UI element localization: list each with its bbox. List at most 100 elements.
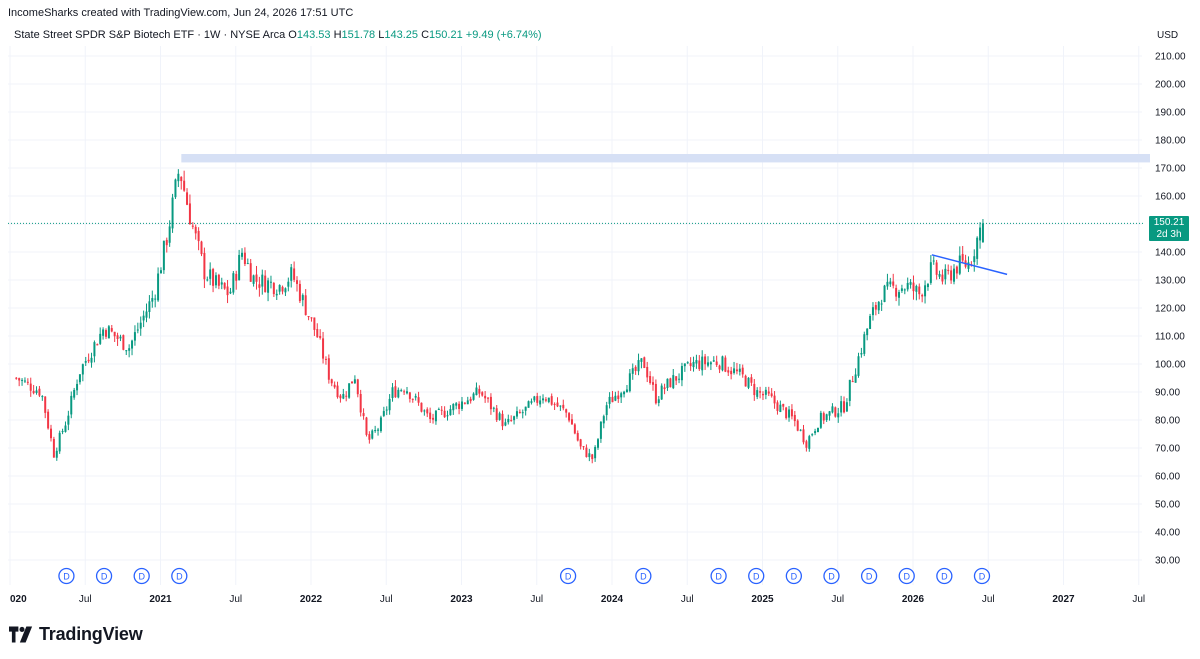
candle — [26, 378, 29, 386]
candle-body — [333, 384, 336, 388]
candle-body — [918, 286, 921, 295]
candle — [122, 334, 125, 351]
candle — [981, 219, 984, 243]
candle — [241, 248, 244, 260]
candle — [296, 276, 299, 292]
candle-body — [267, 280, 270, 293]
candle — [452, 403, 455, 415]
candle — [701, 350, 704, 376]
dividend-circle — [898, 567, 915, 585]
candle — [741, 364, 744, 378]
candle — [50, 424, 53, 442]
dividend-label: D — [903, 572, 910, 582]
candle — [556, 397, 559, 408]
candles-layer — [15, 169, 984, 464]
candle-body — [327, 358, 330, 380]
candle — [918, 283, 921, 300]
candle-body — [652, 382, 655, 385]
candle-body — [617, 395, 620, 399]
dividend-label: D — [715, 572, 722, 582]
candle-body — [113, 331, 116, 337]
candle-body — [579, 439, 582, 447]
candle-body — [298, 283, 301, 302]
candle — [672, 369, 675, 390]
candle-body — [759, 391, 762, 393]
tradingview-logo[interactable]: TradingView — [9, 624, 143, 645]
candle — [489, 393, 492, 415]
bar-countdown: 2d 3h — [1156, 229, 1182, 240]
candle — [588, 448, 591, 462]
currency-label[interactable]: USD — [1157, 30, 1179, 41]
symbol-name[interactable]: State Street SPDR S&P Biotech ETF · 1W ·… — [14, 29, 286, 41]
candle — [877, 300, 880, 315]
candle — [443, 406, 446, 418]
time-axis[interactable]: 020 Jul 2021 Jul 2022 Jul 2023 Jul 2024 Jul 2025 Ju… — [10, 594, 1145, 605]
candle — [281, 285, 284, 295]
chart-attribution: IncomeSharks created with TradingView.co… — [8, 7, 354, 19]
candle-body — [379, 417, 382, 432]
candle-body — [264, 275, 267, 293]
time-axis-label: Jul — [380, 594, 393, 605]
candle-body — [614, 395, 617, 401]
candle — [377, 427, 380, 436]
candle — [403, 389, 406, 395]
dividend-circle — [133, 567, 150, 585]
candle — [822, 411, 825, 425]
candle-body — [559, 405, 562, 407]
dividend-marker: D — [133, 567, 150, 585]
candle-body — [50, 428, 53, 439]
candle — [550, 393, 553, 406]
candle-body — [562, 404, 565, 409]
price-change: +9.49 (+6.74%) — [465, 29, 542, 41]
candle — [686, 361, 689, 365]
candle — [695, 354, 698, 369]
candle — [631, 363, 634, 380]
candle-body — [828, 411, 831, 416]
candle-body — [90, 357, 93, 363]
candle — [67, 410, 70, 431]
candle — [666, 378, 669, 391]
candle-body — [811, 434, 814, 436]
candle-body — [507, 418, 510, 423]
candle — [721, 355, 724, 372]
candle-body — [374, 429, 377, 432]
candle — [840, 395, 843, 417]
candle — [513, 415, 516, 425]
candle-body — [394, 386, 397, 398]
candle — [87, 353, 90, 364]
close-label: C — [421, 29, 430, 41]
candle-body — [706, 362, 709, 366]
dividend-marker: D — [58, 567, 75, 585]
candle-body — [597, 439, 600, 448]
candle-body — [368, 434, 371, 440]
candle-body — [643, 357, 646, 368]
candle — [55, 447, 58, 461]
dividend-circle — [58, 567, 75, 585]
price-axis[interactable]: 30.00 40.00 50.00 60.00 70.00 80.00 90.00 100.0… — [1155, 52, 1186, 567]
candle — [770, 388, 773, 398]
price-axis-label: 180.00 — [1155, 136, 1186, 147]
candle — [460, 396, 463, 411]
candle-body — [718, 365, 721, 370]
candle-body — [623, 391, 626, 395]
candle-body — [478, 388, 481, 394]
candle-body — [411, 398, 414, 400]
candle-body — [837, 413, 840, 418]
candle-body — [235, 273, 238, 281]
candle-body — [272, 283, 275, 295]
candle-body — [203, 252, 206, 280]
candle — [816, 427, 819, 433]
candle — [290, 263, 293, 288]
candle — [857, 352, 860, 378]
candle — [405, 386, 408, 395]
candle — [747, 377, 750, 390]
candle-body — [715, 361, 718, 366]
candle — [515, 406, 518, 419]
candle-body — [550, 396, 553, 405]
candle — [113, 331, 116, 342]
candle — [692, 356, 695, 372]
candle — [539, 395, 542, 408]
candle — [637, 353, 640, 376]
